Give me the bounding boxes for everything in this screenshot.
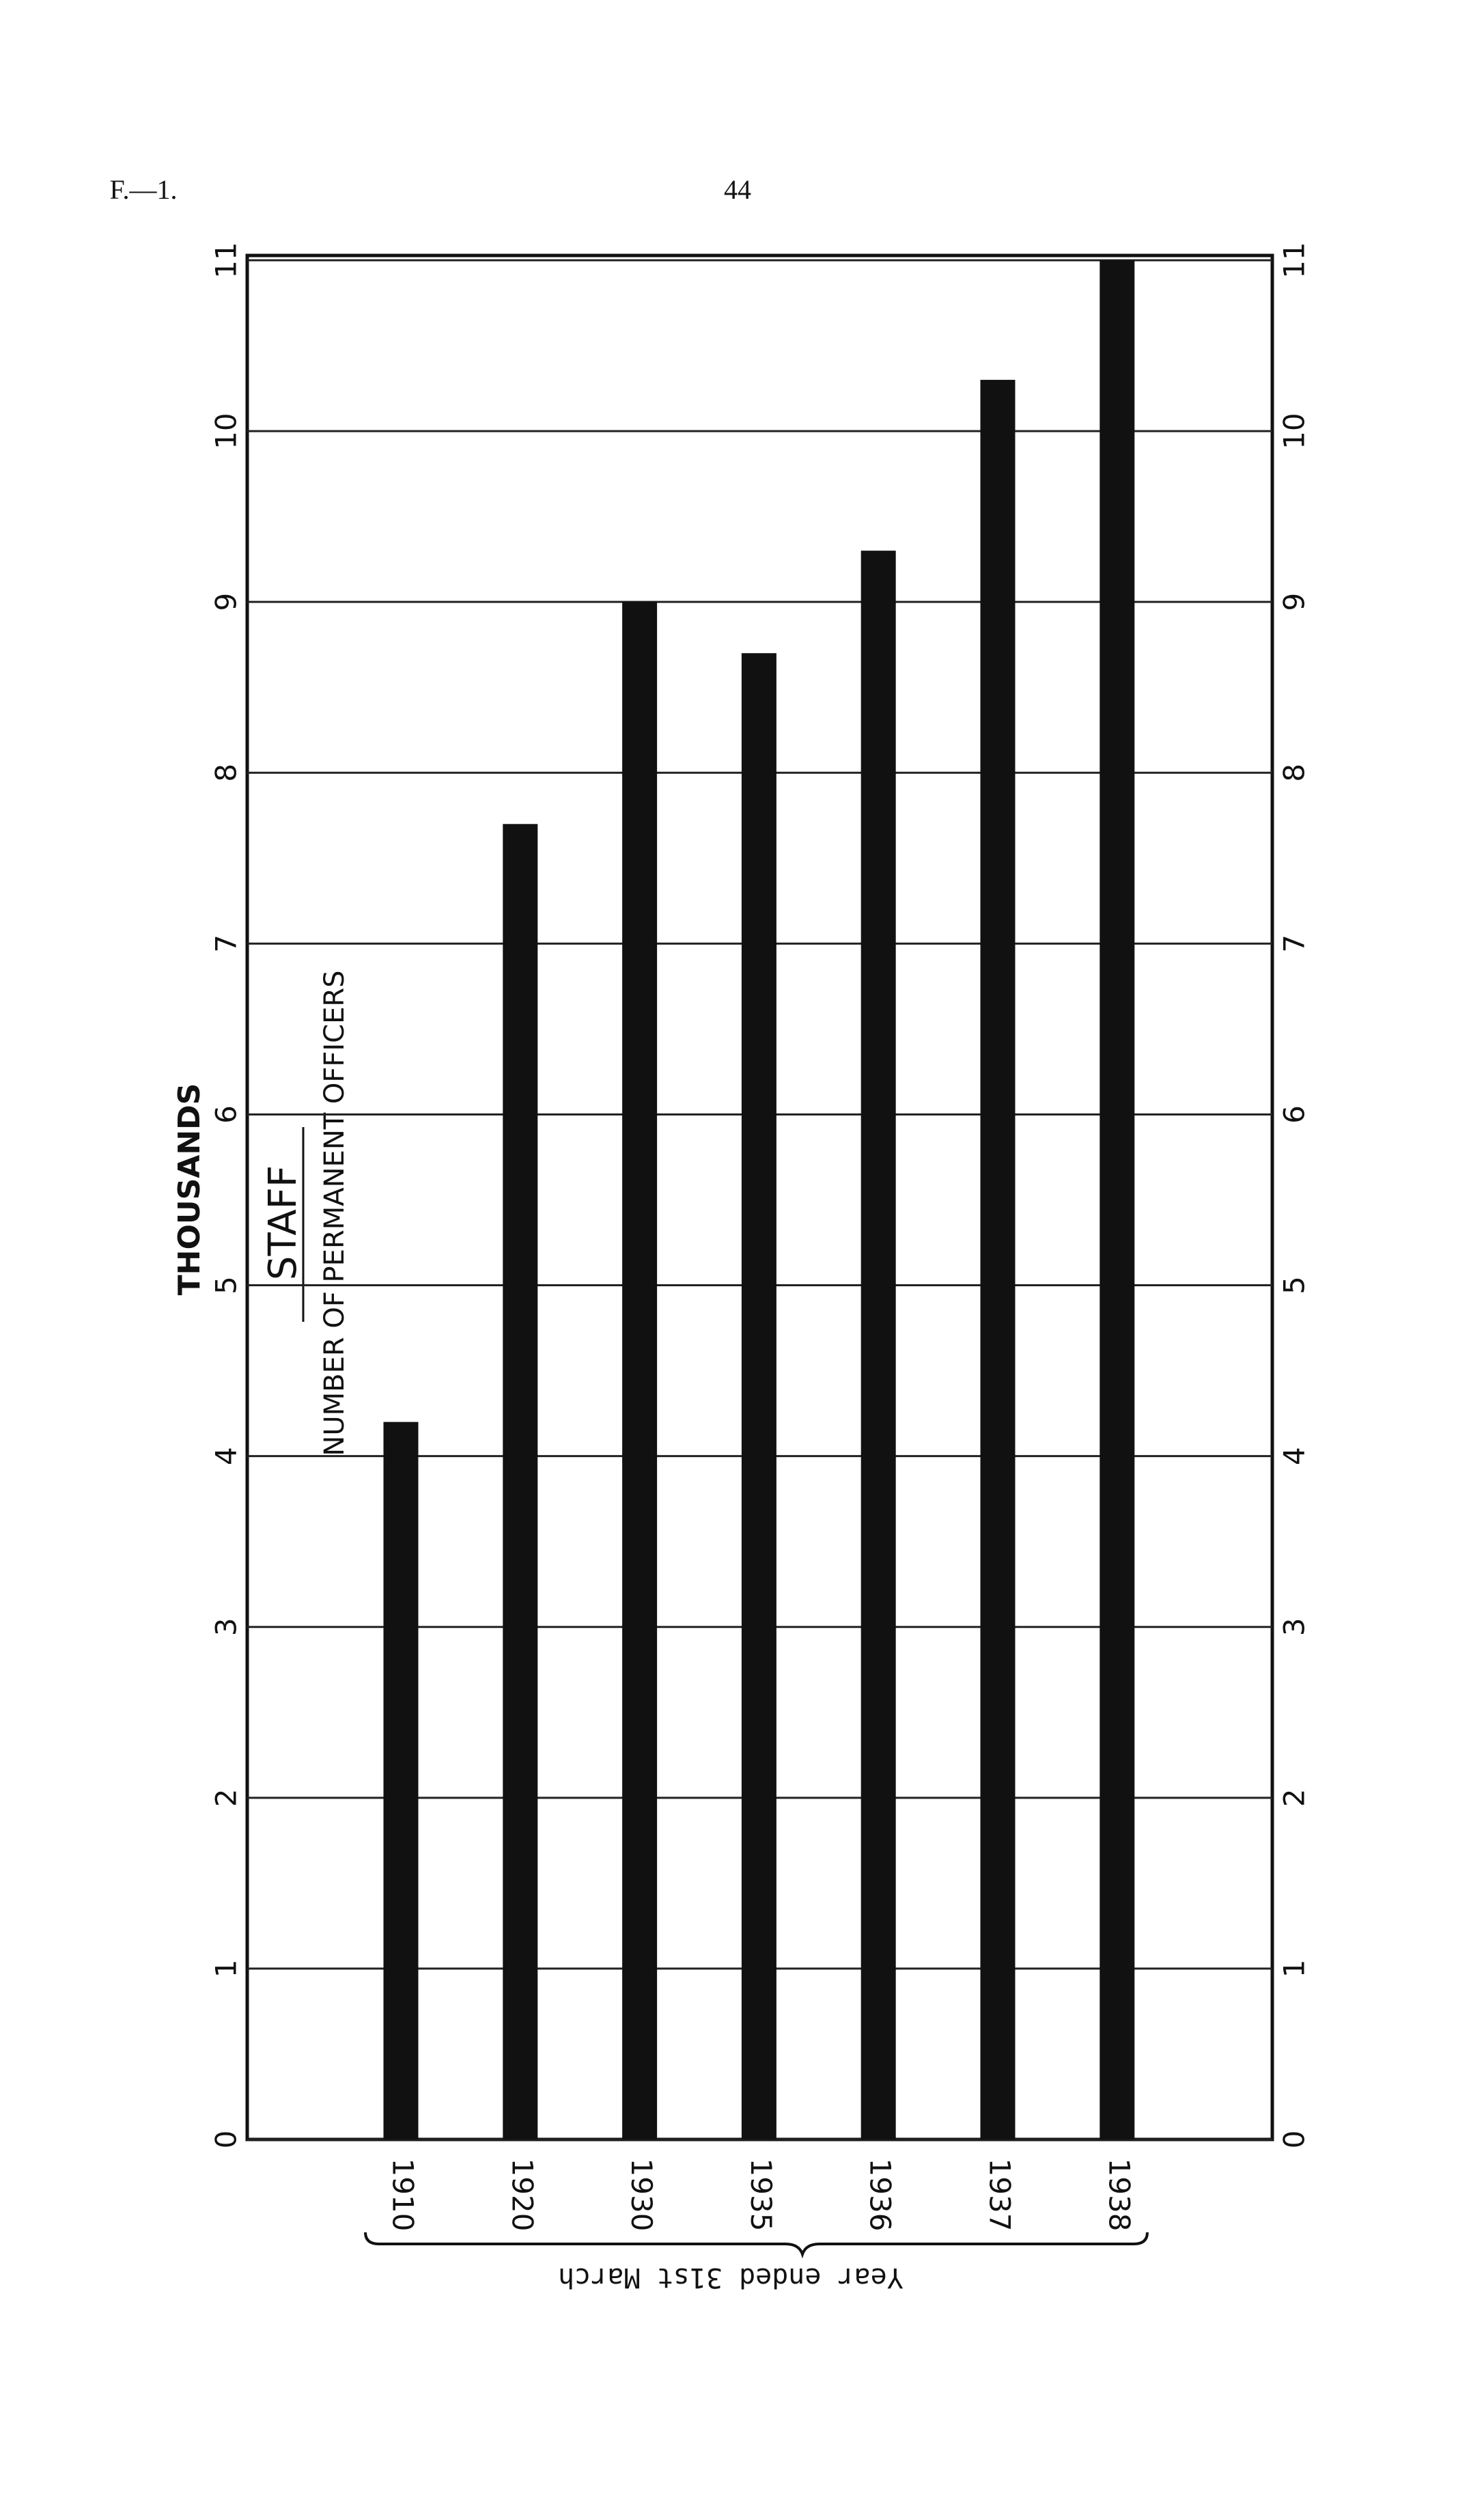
category-brace — [364, 2232, 1149, 2259]
y-tick-label-right: 1 — [1278, 1960, 1311, 1978]
y-tick-label-right: 4 — [1278, 1447, 1311, 1465]
y-tick-label-right: 11 — [1278, 242, 1311, 278]
y-tick-label: 11 — [210, 242, 243, 278]
y-tick-label-right: 3 — [1278, 1618, 1311, 1636]
y-tick-label: 7 — [210, 934, 243, 953]
y-tick-label-right: 5 — [1278, 1276, 1311, 1294]
y-tick-label: 10 — [210, 413, 243, 449]
y-tick-label: 2 — [210, 1788, 243, 1807]
chart-subtitle: NUMBER OF PERMANENT OFFICERS — [319, 970, 350, 1456]
y-tick-label-right: 6 — [1278, 1105, 1311, 1124]
x-tick-label: 1937 — [983, 2159, 1017, 2232]
y-tick-label: 3 — [210, 1618, 243, 1636]
bar — [622, 602, 658, 2139]
y-tick-label-right: 0 — [1278, 2131, 1311, 2149]
section-label: F.—1. — [109, 174, 177, 205]
y-tick-label: 6 — [210, 1105, 243, 1124]
y-tick-label: 1 — [210, 1960, 243, 1978]
y-tick-label: 5 — [210, 1276, 243, 1294]
bar — [741, 653, 776, 2140]
x-tick-label: 1938 — [1102, 2159, 1136, 2232]
bar — [860, 551, 896, 2139]
bar — [503, 824, 538, 2139]
y-tick-label: 9 — [210, 593, 243, 611]
y-tick-label: 4 — [210, 1447, 243, 1465]
y-axis-title: THOUSANDS — [172, 1083, 207, 1296]
y-tick-label: 0 — [210, 2131, 243, 2149]
x-axis-title: Year ended 31st March — [558, 2262, 904, 2293]
y-tick-label-right: 9 — [1278, 593, 1311, 611]
page-number: 44 — [724, 174, 751, 205]
y-tick-label-right: 7 — [1278, 934, 1311, 953]
x-tick-label: 1935 — [744, 2159, 778, 2232]
bar — [980, 380, 1016, 2139]
x-tick-label: 1910 — [387, 2159, 420, 2232]
y-tick-label-right: 8 — [1278, 764, 1311, 782]
y-tick-label-right: 10 — [1278, 413, 1311, 449]
x-tick-label: 1936 — [864, 2159, 897, 2232]
bar — [1100, 260, 1135, 2139]
x-tick-label: 1920 — [505, 2159, 539, 2232]
bar — [383, 1422, 419, 2139]
x-tick-label: 1930 — [625, 2159, 658, 2232]
y-tick-label: 8 — [210, 764, 243, 782]
y-tick-label-right: 2 — [1278, 1788, 1311, 1807]
chart-title: STAFF — [261, 1165, 305, 1280]
